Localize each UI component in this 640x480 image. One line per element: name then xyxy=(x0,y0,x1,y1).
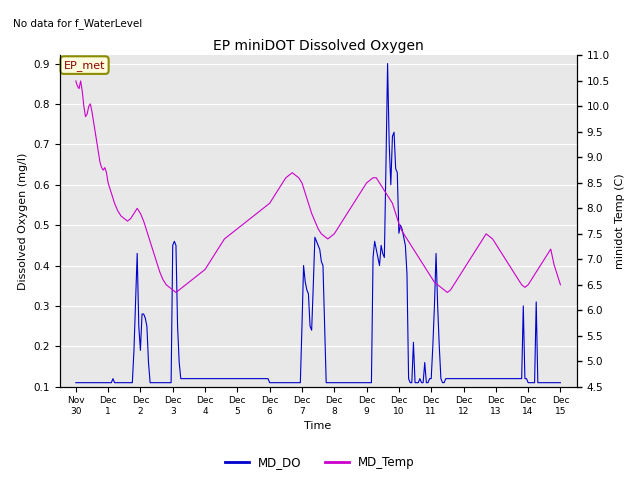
Legend: MD_DO, MD_Temp: MD_DO, MD_Temp xyxy=(220,452,420,474)
Y-axis label: Dissolved Oxygen (mg/l): Dissolved Oxygen (mg/l) xyxy=(18,153,28,290)
Text: No data for f_WaterLevel: No data for f_WaterLevel xyxy=(13,18,142,29)
Y-axis label: minidot Temp (C): minidot Temp (C) xyxy=(615,173,625,269)
X-axis label: Time: Time xyxy=(305,421,332,432)
Text: EP_met: EP_met xyxy=(64,60,106,71)
Title: EP miniDOT Dissolved Oxygen: EP miniDOT Dissolved Oxygen xyxy=(212,39,424,53)
